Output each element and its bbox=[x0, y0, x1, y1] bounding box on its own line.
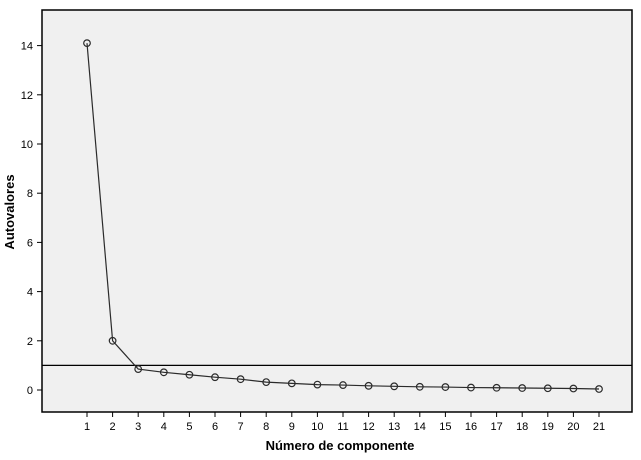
data-point-marker bbox=[492, 383, 501, 392]
y-tick-label: 12 bbox=[21, 90, 33, 102]
data-point-marker bbox=[415, 382, 424, 391]
data-point-marker bbox=[467, 383, 475, 392]
x-tick-label: 10 bbox=[311, 421, 323, 433]
data-point-marker bbox=[313, 380, 322, 389]
y-tick-label: 6 bbox=[27, 237, 33, 249]
data-point-marker bbox=[159, 368, 168, 377]
data-point-marker bbox=[441, 383, 450, 391]
data-point-marker bbox=[236, 375, 245, 384]
x-tick-label: 1 bbox=[84, 421, 90, 433]
y-tick-label: 14 bbox=[21, 41, 33, 53]
data-point-marker bbox=[390, 382, 399, 391]
x-tick-label: 9 bbox=[289, 421, 295, 433]
data-point-marker bbox=[185, 370, 194, 379]
data-point-marker bbox=[518, 384, 527, 392]
data-point-marker bbox=[543, 384, 552, 393]
x-tick-label: 20 bbox=[567, 421, 579, 433]
x-tick-label: 4 bbox=[161, 421, 167, 433]
x-tick-label: 16 bbox=[465, 421, 477, 433]
x-tick-label: 19 bbox=[542, 421, 554, 433]
x-tick-label: 21 bbox=[593, 421, 605, 433]
x-tick-label: 13 bbox=[388, 421, 400, 433]
plot-frame bbox=[41, 9, 633, 413]
y-tick-label: 10 bbox=[21, 139, 33, 151]
x-tick-label: 15 bbox=[439, 421, 451, 433]
data-point-marker bbox=[108, 336, 117, 345]
y-tick-label: 2 bbox=[27, 336, 33, 348]
x-tick-label: 11 bbox=[337, 421, 348, 433]
data-point-marker bbox=[211, 373, 219, 382]
x-tick-label: 14 bbox=[414, 421, 426, 433]
data-point-marker bbox=[364, 381, 373, 390]
data-point-marker bbox=[262, 378, 271, 387]
x-tick-label: 12 bbox=[362, 421, 374, 433]
y-tick-label: 4 bbox=[27, 287, 33, 299]
y-tick-label: 8 bbox=[27, 188, 33, 200]
series-line bbox=[86, 43, 600, 390]
x-tick-label: 5 bbox=[186, 421, 192, 433]
y-axis-title: Autovalores bbox=[2, 174, 17, 249]
x-tick-label: 8 bbox=[263, 421, 269, 433]
x-tick-label: 7 bbox=[238, 421, 244, 433]
data-point-marker bbox=[134, 365, 143, 373]
data-point-marker bbox=[595, 385, 603, 393]
y-tick-label: 0 bbox=[27, 385, 33, 397]
plot-background bbox=[42, 10, 632, 412]
x-tick-label: 6 bbox=[212, 421, 218, 433]
data-point-marker bbox=[287, 379, 296, 388]
x-tick-label: 3 bbox=[135, 421, 141, 433]
data-point-marker bbox=[83, 39, 91, 48]
x-axis-title: Número de componente bbox=[266, 438, 415, 453]
x-tick-label: 2 bbox=[110, 421, 116, 433]
data-point-marker bbox=[569, 384, 578, 393]
x-tick-label: 18 bbox=[516, 421, 528, 433]
data-point-marker bbox=[339, 381, 347, 389]
x-tick-label: 17 bbox=[490, 421, 502, 433]
